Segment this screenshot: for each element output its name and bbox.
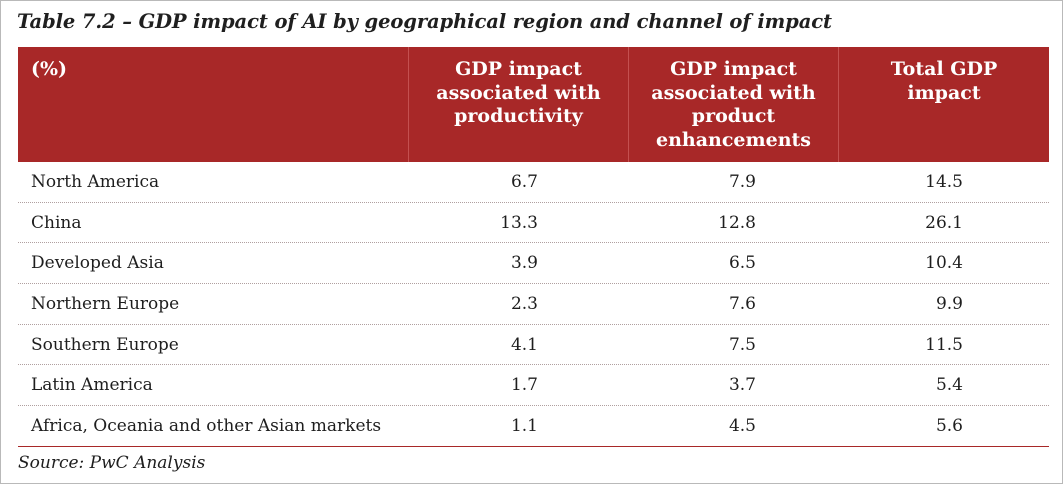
product-cell: 4.5 [728, 415, 756, 436]
table-header: (%) GDP impact associated with productiv… [18, 47, 1049, 162]
region-cell: Developed Asia [31, 253, 164, 274]
header-total-gdp: Total GDP impact [838, 47, 1049, 162]
region-cell: North America [31, 171, 160, 192]
total-cell: 5.4 [935, 375, 963, 396]
region-cell: China [31, 212, 82, 233]
product-cell: 12.8 [718, 212, 756, 233]
productivity-cell: 1.7 [510, 375, 538, 396]
header-productivity: GDP impact associated with productivity [408, 47, 628, 162]
productivity-cell: 13.3 [500, 212, 538, 233]
table-row: Africa, Oceania and other Asian markets … [18, 406, 1049, 447]
productivity-cell: 6.7 [510, 171, 538, 192]
productivity-cell: 4.1 [510, 334, 538, 355]
source-note: Source: PwC Analysis [18, 453, 206, 473]
product-cell: 3.7 [728, 375, 756, 396]
header-percent: (%) [31, 58, 68, 80]
total-cell: 14.5 [925, 171, 963, 192]
table-row: Developed Asia 3.9 6.5 10.4 [18, 243, 1049, 285]
total-cell: 5.6 [935, 415, 963, 436]
table-row: Latin America 1.7 3.7 5.4 [18, 365, 1049, 407]
table-title: Table 7.2 – GDP impact of AI by geograph… [17, 10, 832, 33]
total-cell: 11.5 [925, 334, 963, 355]
total-cell: 26.1 [925, 212, 963, 233]
total-cell: 10.4 [925, 253, 963, 274]
region-cell: Latin America [31, 375, 153, 396]
table-row: North America 6.7 7.9 14.5 [18, 162, 1049, 203]
productivity-cell: 1.1 [510, 415, 538, 436]
product-cell: 7.5 [728, 334, 756, 355]
region-cell: Africa, Oceania and other Asian markets [31, 415, 382, 436]
header-product-enhancements: GDP impact associated with product enhan… [628, 47, 838, 162]
table-row: China 13.3 12.8 26.1 [18, 203, 1049, 244]
product-cell: 6.5 [728, 253, 756, 274]
productivity-cell: 3.9 [510, 253, 538, 274]
region-cell: Southern Europe [31, 334, 179, 355]
table-row: Southern Europe 4.1 7.5 11.5 [18, 325, 1049, 366]
table-body: North America 6.7 7.9 14.5 China 13.3 12… [18, 162, 1049, 447]
table-row: Northern Europe 2.3 7.6 9.9 [18, 284, 1049, 325]
product-cell: 7.6 [728, 293, 756, 314]
product-cell: 7.9 [728, 171, 756, 192]
productivity-cell: 2.3 [510, 293, 538, 314]
gdp-impact-table: (%) GDP impact associated with productiv… [18, 47, 1049, 447]
total-cell: 9.9 [935, 293, 963, 314]
region-cell: Northern Europe [31, 293, 180, 314]
